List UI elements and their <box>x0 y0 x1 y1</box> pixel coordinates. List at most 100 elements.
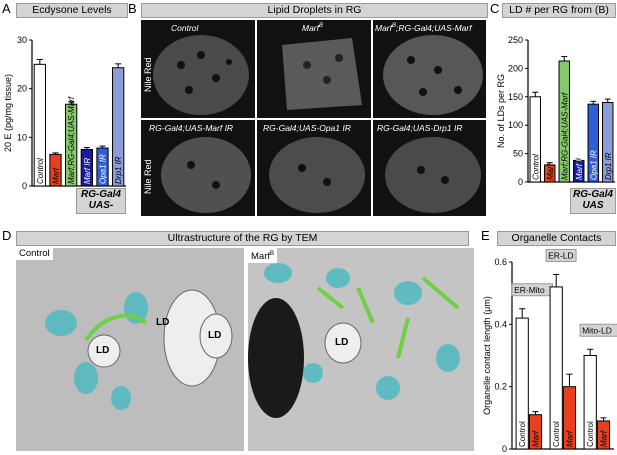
rg-box-a-line2: UAS- <box>88 200 114 211</box>
tem-marf-text: Marf <box>251 251 270 263</box>
chart-c: 0 50 100 150 200 250 No. of LDs per RG Control M… <box>496 35 615 187</box>
bar-label: Opa1 IR <box>99 154 108 184</box>
y-tick-label: 0 <box>518 177 523 187</box>
panel-c-title: LD # per RG from (B) <box>502 3 616 18</box>
bar <box>562 386 577 450</box>
y-tick-label: 30 <box>17 35 27 45</box>
rg-box-a-line1: RG-Gal4 <box>80 189 121 200</box>
group-callout-label: Mito-LD <box>582 325 612 335</box>
y-tick-label: 150 <box>508 92 523 102</box>
micrograph-marf-art <box>282 38 362 110</box>
tem-marf-art <box>248 248 474 451</box>
group-callout-label: ER-Mito <box>514 285 545 295</box>
micrograph-label-marf: MarfB <box>302 23 323 33</box>
panel-letter-b: B <box>128 1 137 16</box>
bar-label: Opa1 IR <box>589 150 598 180</box>
y-tick-label: 0.6 <box>494 257 507 267</box>
micrograph-label-marf-rescue: MarfB;RG-Gal4;UAS-Marf <box>375 23 472 33</box>
bar <box>528 414 543 450</box>
bar-label: Control <box>36 158 45 184</box>
bar-label: Marf <box>599 430 608 447</box>
y-tick-label: 10 <box>17 132 27 142</box>
micrograph-marf: MarfB <box>257 20 371 118</box>
bar <box>112 67 125 187</box>
group-callout-label: ER-LD <box>548 250 574 260</box>
group-callout-box <box>545 248 577 262</box>
nile-red-label-top: Nile Red <box>143 57 153 92</box>
ld-label-1: LD <box>156 317 170 328</box>
rg-box-c-line2: UAS <box>582 200 604 211</box>
y-axis-label: No. of LDs per RG <box>496 74 506 148</box>
marf-rescue-rest: ;RG-Gal4;UAS-Marf <box>396 23 472 33</box>
bar-label: Marf;RG-Gal4;UAS-Marf <box>560 92 569 180</box>
micrograph-marf-ir-art <box>161 137 251 213</box>
bar-label: Marf IR <box>83 158 92 184</box>
ld-label-3: LD <box>208 330 222 341</box>
y-tick-label: 0.2 <box>494 382 507 392</box>
y-tick-label: 100 <box>508 120 523 130</box>
y-tick-label: 20 <box>17 84 27 94</box>
micrograph-control: Control Nile Red <box>141 20 255 118</box>
marf-rescue-sup: B <box>392 23 397 30</box>
bar-label: Marf <box>531 430 540 447</box>
bar <box>596 420 611 450</box>
panel-a-title: Ecdysone Levels <box>16 3 128 18</box>
y-tick-label: 0.4 <box>494 319 507 329</box>
bar-label: Drp1 IR <box>604 152 613 180</box>
bar <box>549 286 563 450</box>
bar-label: Drp1 IR <box>114 156 123 184</box>
group-callout-box <box>579 323 617 337</box>
tem-marf-sup: B <box>270 251 275 257</box>
bar-label: Marf <box>546 163 555 180</box>
bar-label: Marf;RG-Gal4;UAS-Marf <box>67 96 76 184</box>
chart-e: 0 0.2 0.4 0.6 Organelle contact length (μm) C… <box>482 248 617 454</box>
tem-control-art <box>16 248 244 451</box>
micrograph-label-control: Control <box>171 23 199 33</box>
panel-letter-a: A <box>2 1 11 16</box>
micrograph-marf-ir: RG-Gal4;UAS-Marf IR Nile Red <box>141 120 255 216</box>
y-tick-label: 200 <box>508 63 523 73</box>
chart-a: 0 10 20 30 20 E (pg/mg tissue) Control Marf Mar… <box>3 35 126 191</box>
bar-label: Control <box>531 154 540 180</box>
panel-letter-c: C <box>490 1 500 16</box>
rg-gal4-box-a: RG-Gal4 UAS- <box>76 188 126 214</box>
bar-label: Marf <box>565 430 574 447</box>
marf-rescue-text: Marf <box>375 23 392 33</box>
bar <box>515 317 529 450</box>
ld-label-4: LD <box>335 337 349 348</box>
panel-d-title: Ultrastructure of the RG by TEM <box>16 231 469 246</box>
panel-b-title: Lipid Droplets in RG <box>141 3 488 18</box>
y-tick-label: 250 <box>508 35 523 45</box>
panel-letter-d: D <box>2 228 12 243</box>
micrograph-control-art <box>153 35 249 115</box>
nile-red-label-bottom: Nile Red <box>143 159 153 194</box>
micrograph-drp1-ir-art <box>385 137 481 213</box>
micrograph-label-opa1-ir: RG-Gal4;UAS-Opa1 IR <box>263 123 351 133</box>
y-axis-label: Organelle contact length (μm) <box>482 296 492 415</box>
bar-label: Marf IR <box>575 154 584 180</box>
bar-label: Control <box>518 421 527 447</box>
panel-e-title: Organelle Contacts <box>497 231 616 246</box>
micrograph-marf-rescue: MarfB;RG-Gal4;UAS-Marf <box>373 20 486 118</box>
y-tick-label: 0 <box>502 444 507 454</box>
panel-letter-e: E <box>481 228 490 243</box>
ld-label-2: LD <box>96 345 110 356</box>
bar-label: Control <box>552 421 561 447</box>
tem-marf: MarfB LD <box>248 248 474 451</box>
micrograph-drp1-ir: RG-Gal4;UAS-Drp1 IR <box>373 120 486 216</box>
y-tick-label: 0 <box>22 181 27 191</box>
marf-text: Marf <box>302 23 319 33</box>
rg-box-c-line1: RG-Gal4 <box>572 189 613 200</box>
y-tick-label: 50 <box>513 149 523 159</box>
tem-control: Control LD LD LD <box>16 248 244 451</box>
micrograph-opa1-ir-art <box>269 137 365 213</box>
rg-gal4-box-c: RG-Gal4 UAS <box>570 188 616 214</box>
micrograph-label-drp1-ir: RG-Gal4;UAS-Drp1 IR <box>377 123 463 133</box>
micrograph-opa1-ir: RG-Gal4;UAS-Opa1 IR <box>257 120 371 216</box>
marf-sup: B <box>319 23 324 30</box>
bar-label: Marf <box>52 167 61 184</box>
tem-label-control: Control <box>16 248 53 260</box>
micrograph-marf-rescue-art <box>383 35 483 115</box>
y-axis-label: 20 E (pg/mg tissue) <box>3 74 13 152</box>
bar-label: Control <box>586 421 595 447</box>
